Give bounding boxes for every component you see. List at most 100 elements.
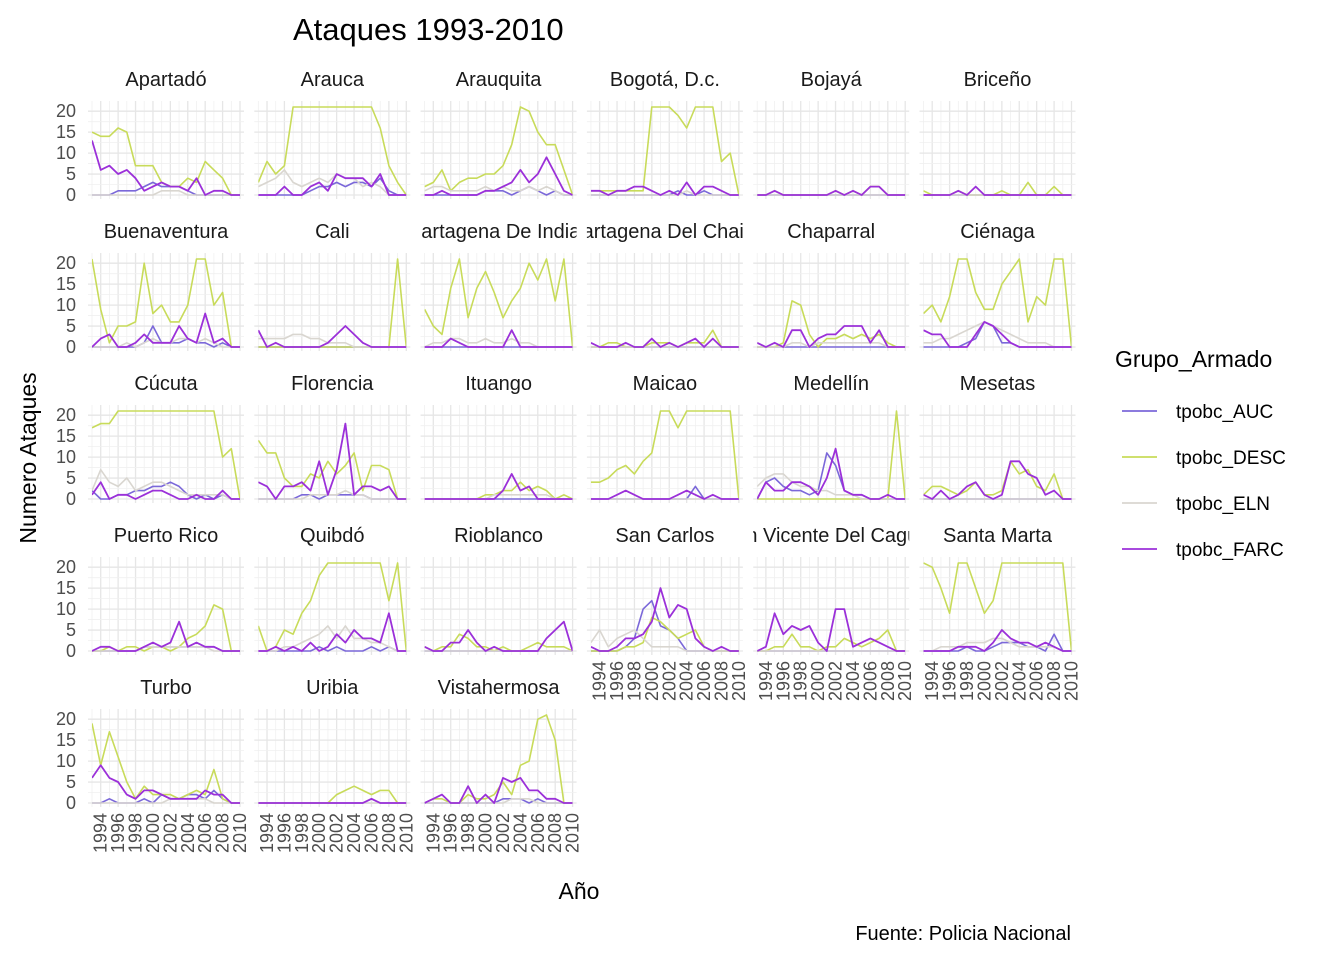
panel-lines: [424, 106, 573, 196]
facet-panel: San Carlos199419961998200020022004200620…: [586, 525, 749, 701]
y-tick-label: 20: [56, 405, 76, 425]
panel-lines: [923, 562, 1072, 652]
panel-lines: [424, 714, 573, 804]
panel-lines: [923, 181, 1072, 196]
facet-panel: Arauquita: [420, 69, 577, 199]
y-tick-label: 20: [56, 101, 76, 121]
series-line-tpobc_ELN: [258, 489, 407, 500]
x-tick-label: 2004: [1009, 661, 1029, 701]
x-tick-label: 1998: [126, 813, 146, 853]
series-line-tpobc_FARC: [590, 587, 739, 652]
facet-panel: Arauca: [254, 69, 411, 199]
y-tick-label: 15: [56, 578, 76, 598]
panel-title: Ituango: [465, 373, 532, 395]
x-tick-label: 2002: [160, 813, 180, 853]
series-line-tpobc_ELN: [923, 321, 1072, 348]
series-line-tpobc_DESC: [590, 106, 739, 196]
panel-lines: [258, 785, 407, 804]
x-tick-label: 2004: [344, 813, 364, 853]
y-tick-label: 10: [56, 143, 76, 163]
x-tick-label: 1994: [922, 661, 942, 701]
series-line-tpobc_FARC: [923, 629, 1072, 652]
facet-panel: Maicao: [586, 373, 743, 503]
panel-lines: [923, 258, 1072, 348]
series-line-tpobc_ELN: [590, 190, 739, 196]
panel-title: Vistahermosa: [438, 677, 561, 699]
panel-title: Uribia: [306, 677, 359, 699]
y-tick-label: 15: [56, 274, 76, 294]
y-tick-label: 15: [56, 730, 76, 750]
x-tick-label: 1996: [441, 813, 461, 853]
x-tick-label: 1994: [257, 813, 277, 853]
panel-lines: [92, 127, 240, 196]
x-tick-label: 2006: [361, 813, 381, 853]
x-tick-label: 2010: [230, 813, 250, 853]
legend-label: tpobc_ELN: [1176, 494, 1270, 515]
facet-panel: Cartagena Del Chairá: [586, 221, 743, 351]
y-tick-label: 5: [66, 316, 76, 336]
x-tick-label: 1998: [292, 813, 312, 853]
series-line-tpobc_DESC: [757, 629, 906, 652]
series-line-tpobc_FARC: [923, 320, 1072, 348]
panel-grid: [753, 253, 910, 351]
series-line-tpobc_DESC: [590, 329, 739, 348]
panel-lines: [92, 604, 240, 652]
facet-panel: Bogotá, D.c.: [586, 69, 743, 199]
series-line-tpobc_FARC: [258, 325, 407, 348]
series-line-tpobc_DESC: [757, 300, 906, 348]
panel-lines: [590, 410, 739, 500]
legend-label: tpobc_FARC: [1176, 540, 1284, 561]
legend: Grupo_Armado tpobc_AUC tpobc_DESC tpobc_EL…: [1115, 346, 1286, 561]
panel-title: Ciénaga: [960, 221, 1035, 243]
y-tick-label: 20: [56, 557, 76, 577]
series-line-tpobc_DESC: [923, 460, 1072, 500]
series-line-tpobc_ELN: [258, 625, 407, 652]
x-tick-label: 2002: [826, 661, 846, 701]
series-line-tpobc_FARC: [757, 185, 906, 196]
series-line-tpobc_DESC: [92, 723, 240, 804]
panel-lines: [757, 410, 906, 500]
x-tick-label: 2002: [992, 661, 1012, 701]
panel-title: Buenaventura: [104, 221, 229, 243]
panel-title: Bojayá: [801, 69, 863, 91]
x-tick-label: 1994: [590, 661, 610, 701]
series-line-tpobc_FARC: [757, 325, 906, 348]
series-line-tpobc_DESC: [590, 616, 739, 652]
panel-title: San Vicente Del Caguán: [722, 525, 941, 547]
panel-grid: [586, 557, 743, 655]
panel-grid: [919, 253, 1076, 351]
y-tick-label: 0: [66, 793, 76, 813]
y-tick-label: 0: [66, 489, 76, 509]
x-tick-label: 2010: [1062, 661, 1082, 701]
legend-entry: tpobc_AUC: [1122, 402, 1273, 423]
x-tick-label: 1996: [108, 813, 128, 853]
x-tick-label: 2010: [563, 813, 583, 853]
series-line-tpobc_FARC: [258, 173, 407, 196]
facet-panel: Briceño: [919, 69, 1076, 199]
panel-title: Rioblanco: [454, 525, 543, 547]
panel-grid: [254, 253, 411, 351]
panel-title: Cúcuta: [134, 373, 198, 395]
x-tick-label: 1996: [274, 813, 294, 853]
x-tick-label: 2004: [677, 661, 697, 701]
panel-grid: [420, 557, 577, 655]
series-line-tpobc_FARC: [923, 185, 1072, 196]
panel-lines: [258, 422, 407, 500]
series-line-tpobc_FARC: [424, 156, 573, 196]
facet-panel: Mesetas: [919, 373, 1076, 503]
panel-lines: [757, 608, 906, 652]
series-line-tpobc_ELN: [424, 797, 573, 804]
series-line-tpobc_AUC: [258, 177, 407, 196]
x-tick-label: 2002: [493, 813, 513, 853]
x-tick-label: 2000: [309, 813, 329, 853]
y-axis-title: Numero Ataques: [15, 372, 41, 543]
x-axis-title: Año: [559, 878, 600, 904]
x-tick-label: 2006: [1027, 661, 1047, 701]
panel-title: Cartagena De Indias: [407, 221, 590, 243]
panel-title: Maicao: [633, 373, 697, 395]
series-line-tpobc_FARC: [92, 764, 240, 804]
panel-title: San Carlos: [615, 525, 714, 547]
